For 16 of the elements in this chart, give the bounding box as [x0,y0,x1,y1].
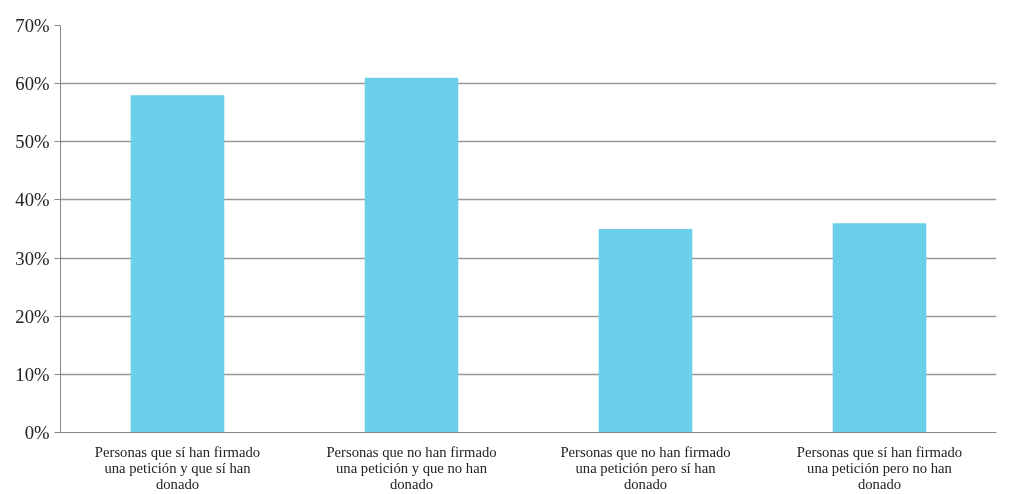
bar [364,77,459,433]
bar [598,229,693,433]
y-tick-label: 10% [15,363,50,385]
x-tick-label: Personas que sí han firmado una petición pero no han donado [796,443,963,492]
x-tick-label: Personas que no han firmado una petición y que no han donado [326,443,497,492]
y-tick-label: 50% [15,131,50,153]
y-tick-label: 70% [15,15,50,36]
y-tick-label: 20% [15,305,50,327]
y-tick-label: 30% [15,247,50,269]
y-tick-label: 40% [15,189,50,211]
x-tick-label: Personas que no han firmado una petición pero sí han donado [560,443,731,492]
y-tick-label: 60% [15,73,50,95]
bar [832,223,927,433]
x-tick-label: Personas que sí han firmado una petición y que sí han donado [94,443,261,492]
bar [130,95,225,433]
y-tick-label: 0% [24,422,50,443]
